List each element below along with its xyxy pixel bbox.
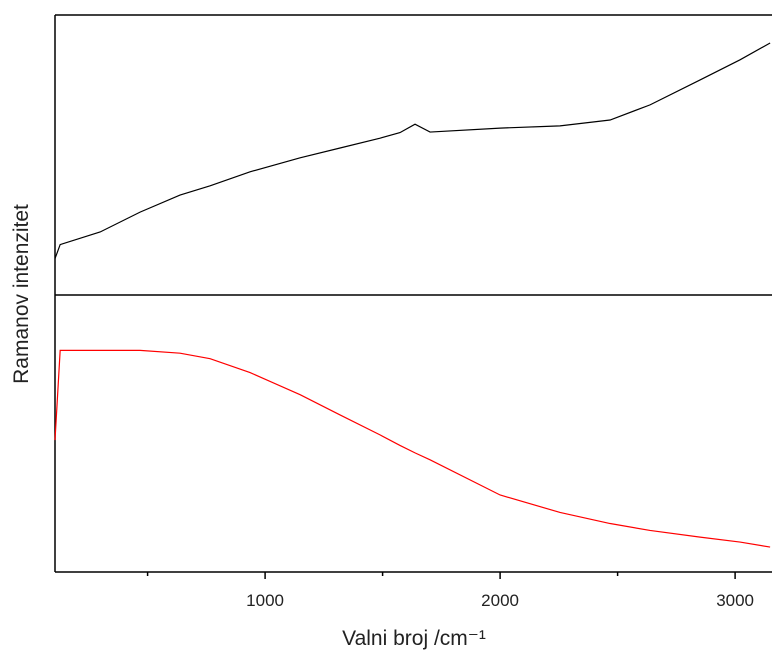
spectrum-line [54, 349, 771, 548]
x-axis-title: Valni broj /cm⁻¹ [342, 627, 486, 650]
x-tick-label: 2000 [481, 591, 519, 610]
spectrum-line [54, 42, 771, 259]
x-tick-label: 1000 [246, 591, 284, 610]
x-tick-label: 3000 [716, 591, 754, 610]
y-axis-title: Ramanov intenzitet [10, 204, 33, 384]
